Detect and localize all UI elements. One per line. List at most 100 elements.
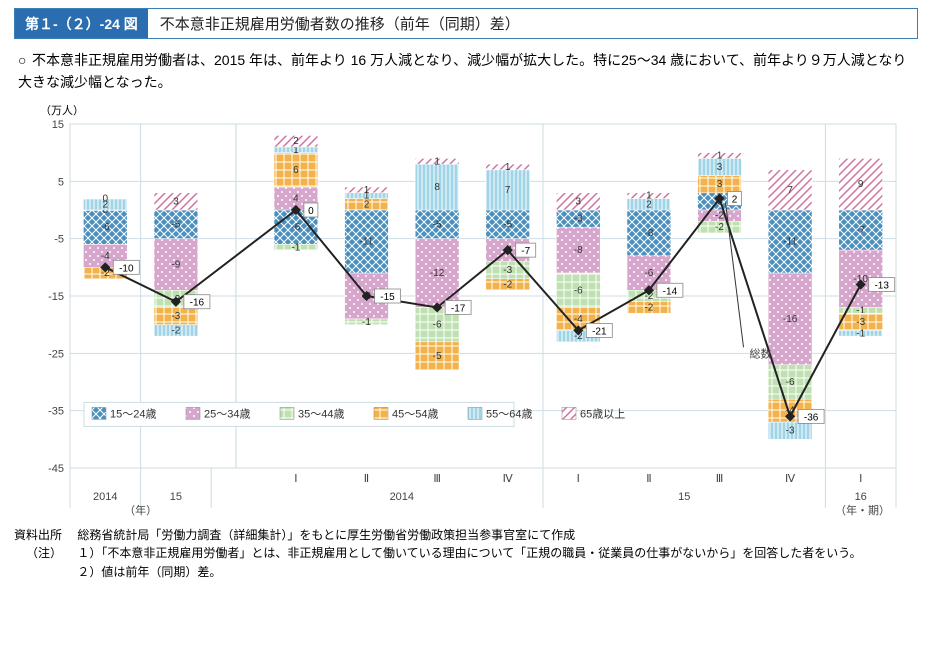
svg-text:-5: -5 — [54, 233, 64, 245]
svg-text:-4: -4 — [101, 251, 110, 262]
svg-text:-3: -3 — [171, 311, 180, 322]
svg-text:3: 3 — [173, 196, 179, 207]
svg-text:-21: -21 — [592, 326, 607, 337]
svg-text:-1: -1 — [362, 317, 371, 328]
svg-text:-3: -3 — [503, 265, 512, 276]
note-label: （注） — [14, 544, 74, 563]
svg-text:0: 0 — [103, 193, 109, 204]
svg-text:2014: 2014 — [93, 491, 117, 503]
svg-text:7: 7 — [787, 185, 793, 196]
svg-text:Ⅳ: Ⅳ — [503, 473, 514, 485]
svg-text:-14: -14 — [663, 286, 678, 297]
svg-text:-17: -17 — [451, 303, 466, 314]
svg-text:-25: -25 — [48, 348, 64, 360]
figure-number: 第１-（２）-24 図 — [15, 9, 148, 38]
svg-text:-9: -9 — [171, 259, 180, 270]
svg-text:-2: -2 — [644, 302, 653, 313]
svg-text:-45: -45 — [48, 463, 64, 475]
svg-text:Ⅰ: Ⅰ — [294, 473, 297, 485]
source-label: 資料出所 — [14, 526, 74, 545]
svg-text:0: 0 — [308, 206, 314, 217]
svg-text:-5: -5 — [503, 219, 512, 230]
svg-text:Ⅲ: Ⅲ — [716, 473, 724, 485]
svg-text:-6: -6 — [644, 268, 653, 279]
svg-text:2: 2 — [293, 136, 299, 147]
svg-text:55～64歳: 55～64歳 — [486, 407, 532, 420]
svg-text:15: 15 — [52, 119, 64, 131]
svg-text:15: 15 — [678, 491, 690, 503]
svg-text:-16: -16 — [783, 314, 798, 325]
svg-text:Ⅲ: Ⅲ — [433, 473, 441, 485]
svg-text:3: 3 — [717, 162, 723, 173]
svg-text:Ⅱ: Ⅱ — [364, 473, 369, 485]
svg-text:-6: -6 — [574, 285, 583, 296]
svg-text:-1: -1 — [291, 242, 300, 253]
svg-text:5: 5 — [58, 176, 64, 188]
svg-text:-2: -2 — [715, 222, 724, 233]
source-text: 総務省統計局「労働力調査（詳細集計）」をもとに厚生労働省労働政策担当参事官室にて… — [77, 528, 575, 542]
svg-text:65歳以上: 65歳以上 — [580, 407, 625, 420]
svg-text:3: 3 — [717, 179, 723, 190]
svg-text:-4: -4 — [574, 314, 583, 325]
svg-text:1: 1 — [646, 190, 652, 201]
svg-text:16: 16 — [855, 491, 867, 503]
svg-text:8: 8 — [434, 182, 440, 193]
svg-text:-6: -6 — [101, 222, 110, 233]
svg-text:-2: -2 — [171, 325, 180, 336]
svg-text:1: 1 — [505, 162, 511, 173]
svg-text:Ⅱ: Ⅱ — [646, 473, 651, 485]
svg-text:-10: -10 — [119, 263, 134, 274]
svg-text:45～54歳: 45～54歳 — [392, 407, 438, 420]
svg-text:-5: -5 — [433, 351, 442, 362]
svg-text:15: 15 — [170, 491, 182, 503]
svg-text:Ⅳ: Ⅳ — [785, 473, 796, 485]
svg-text:1: 1 — [434, 156, 440, 167]
svg-text:-1: -1 — [856, 328, 865, 339]
svg-text:-16: -16 — [190, 298, 205, 309]
svg-text:6: 6 — [293, 165, 299, 176]
note-2: ２）値は前年（同期）差。 — [77, 563, 887, 582]
svg-text:-8: -8 — [644, 228, 653, 239]
svg-text:-5: -5 — [433, 219, 442, 230]
svg-text:総数: 総数 — [750, 346, 772, 360]
svg-text:7: 7 — [505, 185, 511, 196]
svg-text:-35: -35 — [48, 405, 64, 417]
svg-text:25～34歳: 25～34歳 — [204, 407, 250, 420]
svg-text:（年・期）: （年・期） — [835, 503, 890, 517]
stacked-bar-line-chart: -45-35-25-15-5515201415ⅠⅡⅢⅣ2014ⅠⅡⅢⅣ15Ⅰ16… — [24, 118, 908, 518]
svg-text:-15: -15 — [380, 292, 395, 303]
lead-paragraph: ○不本意非正規雇用労働者は、2015 年は、前年より 16 万人減となり、減少幅… — [18, 49, 914, 94]
svg-text:-36: -36 — [804, 412, 819, 423]
svg-text:-6: -6 — [433, 319, 442, 330]
svg-text:-11: -11 — [360, 236, 374, 247]
figure-title: 不本意非正規雇用労働者数の推移（前年（同期）差） — [148, 9, 532, 38]
svg-text:1: 1 — [364, 185, 370, 196]
footer-notes: 資料出所 総務省統計局「労働力調査（詳細集計）」をもとに厚生労働省労働政策担当参… — [14, 526, 918, 582]
svg-text:-11: -11 — [783, 236, 797, 247]
svg-text:（年）: （年） — [124, 503, 157, 517]
svg-text:-12: -12 — [430, 268, 445, 279]
svg-text:-8: -8 — [574, 245, 583, 256]
svg-text:-6: -6 — [291, 222, 300, 233]
svg-text:-15: -15 — [48, 291, 64, 303]
svg-text:2014: 2014 — [390, 491, 414, 503]
svg-text:35～44歳: 35～44歳 — [298, 407, 344, 420]
svg-text:-3: -3 — [856, 317, 865, 328]
svg-text:4: 4 — [293, 193, 299, 204]
svg-text:-3: -3 — [574, 213, 583, 224]
svg-text:-2: -2 — [503, 279, 512, 290]
svg-text:-13: -13 — [874, 280, 889, 291]
svg-text:1: 1 — [717, 150, 723, 161]
figure-title-bar: 第１-（２）-24 図 不本意非正規雇用労働者数の推移（前年（同期）差） — [14, 8, 918, 39]
svg-text:-6: -6 — [786, 377, 795, 388]
svg-text:3: 3 — [576, 196, 582, 207]
svg-text:-5: -5 — [171, 219, 180, 230]
svg-text:-7: -7 — [856, 225, 865, 236]
svg-text:-7: -7 — [521, 246, 530, 257]
svg-text:15～24歳: 15～24歳 — [110, 407, 156, 420]
y-axis-unit: （万人） — [40, 102, 918, 118]
svg-text:Ⅰ: Ⅰ — [577, 473, 580, 485]
svg-text:9: 9 — [858, 179, 864, 190]
svg-text:2: 2 — [732, 194, 738, 205]
svg-text:-3: -3 — [786, 426, 795, 437]
